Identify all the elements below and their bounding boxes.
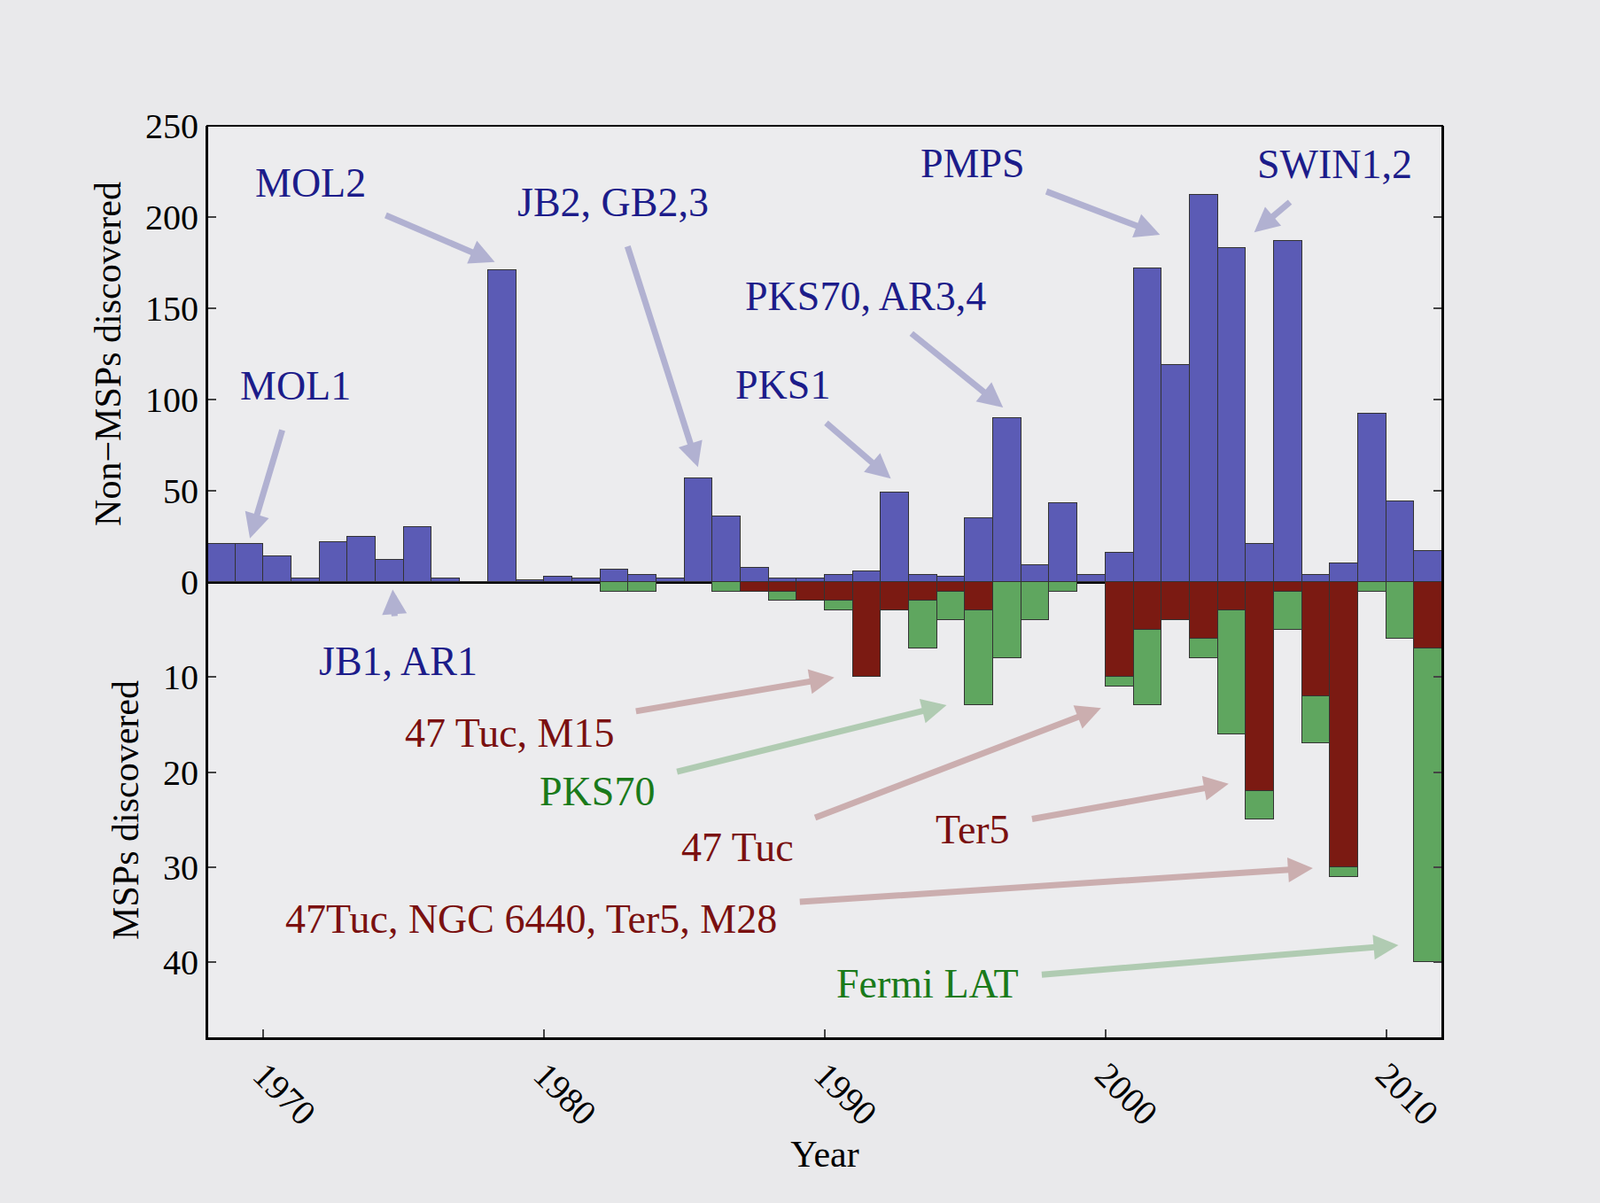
svg-text:2000: 2000 (1087, 1055, 1166, 1134)
svg-text:JB1, AR1: JB1, AR1 (318, 638, 478, 684)
svg-text:PKS70: PKS70 (539, 768, 655, 815)
svg-text:1970: 1970 (245, 1055, 324, 1134)
svg-text:200: 200 (145, 197, 199, 238)
svg-text:MOL2: MOL2 (255, 160, 366, 206)
svg-text:PMPS: PMPS (920, 140, 1026, 187)
svg-text:40: 40 (163, 942, 199, 983)
svg-text:Year: Year (790, 1133, 859, 1175)
svg-text:PKS70, AR3,4: PKS70, AR3,4 (745, 273, 987, 319)
svg-text:2010: 2010 (1367, 1055, 1446, 1134)
svg-text:50: 50 (163, 471, 199, 512)
svg-text:1980: 1980 (526, 1055, 605, 1134)
svg-text:250: 250 (145, 106, 199, 147)
svg-text:Ter5: Ter5 (935, 807, 1010, 853)
svg-text:SWIN1,2: SWIN1,2 (1257, 141, 1413, 187)
svg-text:PKS1: PKS1 (735, 362, 831, 408)
svg-text:20: 20 (163, 753, 199, 793)
svg-text:47Tuc, NGC 6440, Ter5, M28: 47Tuc, NGC 6440, Ter5, M28 (285, 896, 777, 942)
svg-text:47 Tuc, M15: 47 Tuc, M15 (404, 710, 614, 756)
svg-text:30: 30 (163, 847, 199, 888)
svg-text:150: 150 (145, 288, 199, 329)
svg-text:Fermi LAT: Fermi LAT (836, 961, 1019, 1007)
svg-text:0: 0 (180, 562, 199, 603)
svg-text:Non−MSPs discovered: Non−MSPs discovered (87, 181, 129, 527)
svg-text:1990: 1990 (806, 1055, 885, 1134)
svg-text:JB2, GB2,3: JB2, GB2,3 (517, 179, 709, 226)
svg-text:100: 100 (145, 380, 199, 420)
svg-text:MOL1: MOL1 (240, 363, 351, 409)
svg-text:10: 10 (163, 657, 199, 698)
svg-text:47 Tuc: 47 Tuc (681, 824, 794, 870)
svg-text:MSPs discovered: MSPs discovered (105, 680, 147, 940)
